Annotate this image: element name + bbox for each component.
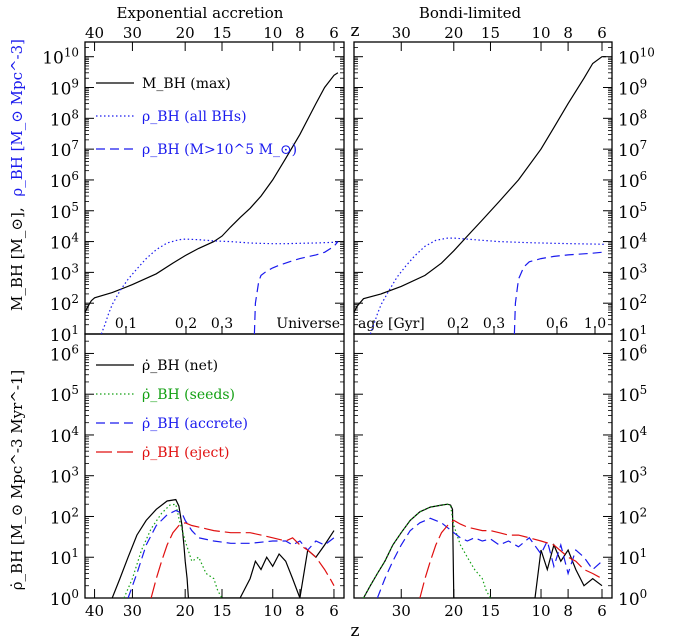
y-tick-label: 1010 [618,46,655,69]
y-tick-label: 105 [50,383,79,406]
z-tick-label: 30 [123,602,142,620]
series-line-bottom-right-3 [419,519,603,598]
bottom-legend-label-0: ρ̇_BH (net) [142,358,218,374]
age-axis-label-right: age [Gyr] [358,316,425,332]
y-tick-label: 101 [50,323,79,346]
z-tick-label: 8 [295,24,305,42]
z-tick-label: 6 [597,24,607,42]
z-tick-label: 6 [597,602,607,620]
age-axis-label-left: Universe [276,316,340,332]
series-line-top-right-1 [369,237,606,334]
z-tick-label: 8 [295,602,305,620]
y-tick-label: 102 [618,292,647,315]
top-ylabel-blue: ρ_BH [M_⊙ Mpc^-3] [8,39,26,197]
top-ylabel: M_BH [M_⊙], ρ_BH [M_⊙ Mpc^-3] [8,39,26,311]
age-tick-label: 0.2 [175,316,197,332]
y-tick-label: 104 [618,231,647,254]
z-tick-label: 10 [531,602,550,620]
z-tick-label: 20 [176,602,195,620]
y-tick-label: 105 [50,200,79,223]
z-tick-label: 30 [392,24,411,42]
z-tick-label: 15 [481,602,500,620]
y-tick-label: 101 [50,546,79,569]
series-line-bottom-left-2 [127,509,335,598]
y-tick-label: 106 [50,342,79,365]
y-tick-label: 109 [50,77,79,100]
z-tick-label: 20 [444,24,463,42]
series-line-bottom-left-0 [111,498,335,598]
y-tick-label: 100 [618,587,647,610]
y-tick-label: 107 [618,138,647,161]
z-tick-label: 30 [392,602,411,620]
series-line-top-right-0 [354,56,606,313]
bottom-legend-label-3: ρ̇_BH (eject) [142,445,229,461]
top-ylabel-black: M_BH [M_⊙], [8,207,26,311]
y-tick-label: 102 [50,292,79,315]
z-tick-label: 8 [563,602,573,620]
age-tick-label: 0.3 [483,316,505,332]
bottom-ylabel: ρ̇_BH [M_⊙ Mpc^-3 Myr^-1] [8,370,26,591]
age-tick-label: 1.0 [584,316,606,332]
z-tick-label: 8 [563,24,573,42]
series-line-top-left-0 [85,72,339,313]
y-tick-label: 103 [50,261,79,284]
y-tick-label: 106 [50,169,79,192]
series-line-bottom-right-1 [362,503,492,598]
z-tick-label: 15 [212,602,231,620]
z-tick-label: 15 [212,24,231,42]
z-tick-label: 15 [481,24,500,42]
y-tick-label: 102 [618,505,647,528]
y-tick-label: 100 [50,587,79,610]
y-tick-label: 1010 [42,46,79,69]
y-tick-label: 108 [618,107,647,130]
y-tick-label: 101 [618,323,647,346]
z-label-bottom: z [351,621,360,641]
y-tick-label: 105 [618,383,647,406]
z-tick-label: 30 [123,24,142,42]
z-tick-label: 10 [263,24,282,42]
z-tick-label: 40 [85,24,104,42]
z-tick-label: 10 [263,602,282,620]
z-tick-label: 20 [176,24,195,42]
y-tick-label: 102 [50,505,79,528]
series-line-top-left-2 [253,241,339,334]
bottom-legend-label-2: ρ̇_BH (accrete) [142,416,248,432]
y-tick-label: 103 [618,261,647,284]
series-line-top-left-1 [100,238,339,334]
z-label-top: z [351,21,360,41]
z-tick-label: 10 [531,24,550,42]
series-line-top-right-2 [513,251,606,334]
y-tick-label: 103 [50,465,79,488]
z-tick-label: 40 [85,602,104,620]
age-tick-label: 0.6 [546,316,568,332]
y-tick-label: 106 [618,342,647,365]
y-tick-label: 104 [50,424,79,447]
series-line-bottom-left-3 [150,522,335,598]
y-tick-label: 103 [618,465,647,488]
age-tick-label: 0.3 [211,316,233,332]
y-tick-label: 104 [50,231,79,254]
y-tick-label: 105 [618,200,647,223]
title-left: Exponential accretion [117,4,284,22]
top-legend-label-1: ρ_BH (all BHs) [142,109,247,125]
age-tick-label: 0.2 [447,316,469,332]
series-line-bottom-right-0 [362,503,603,598]
y-tick-label: 106 [618,169,647,192]
y-tick-label: 109 [618,77,647,100]
top-legend-label-0: M_BH (max) [142,76,231,92]
series-line-bottom-right-2 [376,517,603,598]
y-tick-label: 101 [618,546,647,569]
age-tick-label: 0.1 [115,316,137,332]
y-tick-label: 104 [618,424,647,447]
z-tick-label: 20 [444,602,463,620]
series-line-bottom-left-1 [123,503,223,598]
z-tick-label: 6 [329,24,339,42]
z-tick-label: 6 [329,602,339,620]
y-tick-label: 107 [50,138,79,161]
title-right: Bondi-limited [419,4,522,22]
bottom-legend-label-1: ρ̇_BH (seeds) [142,387,235,403]
top-legend-label-2: ρ_BH (M>10^5 M_⊙) [142,142,297,158]
y-tick-label: 108 [50,107,79,130]
